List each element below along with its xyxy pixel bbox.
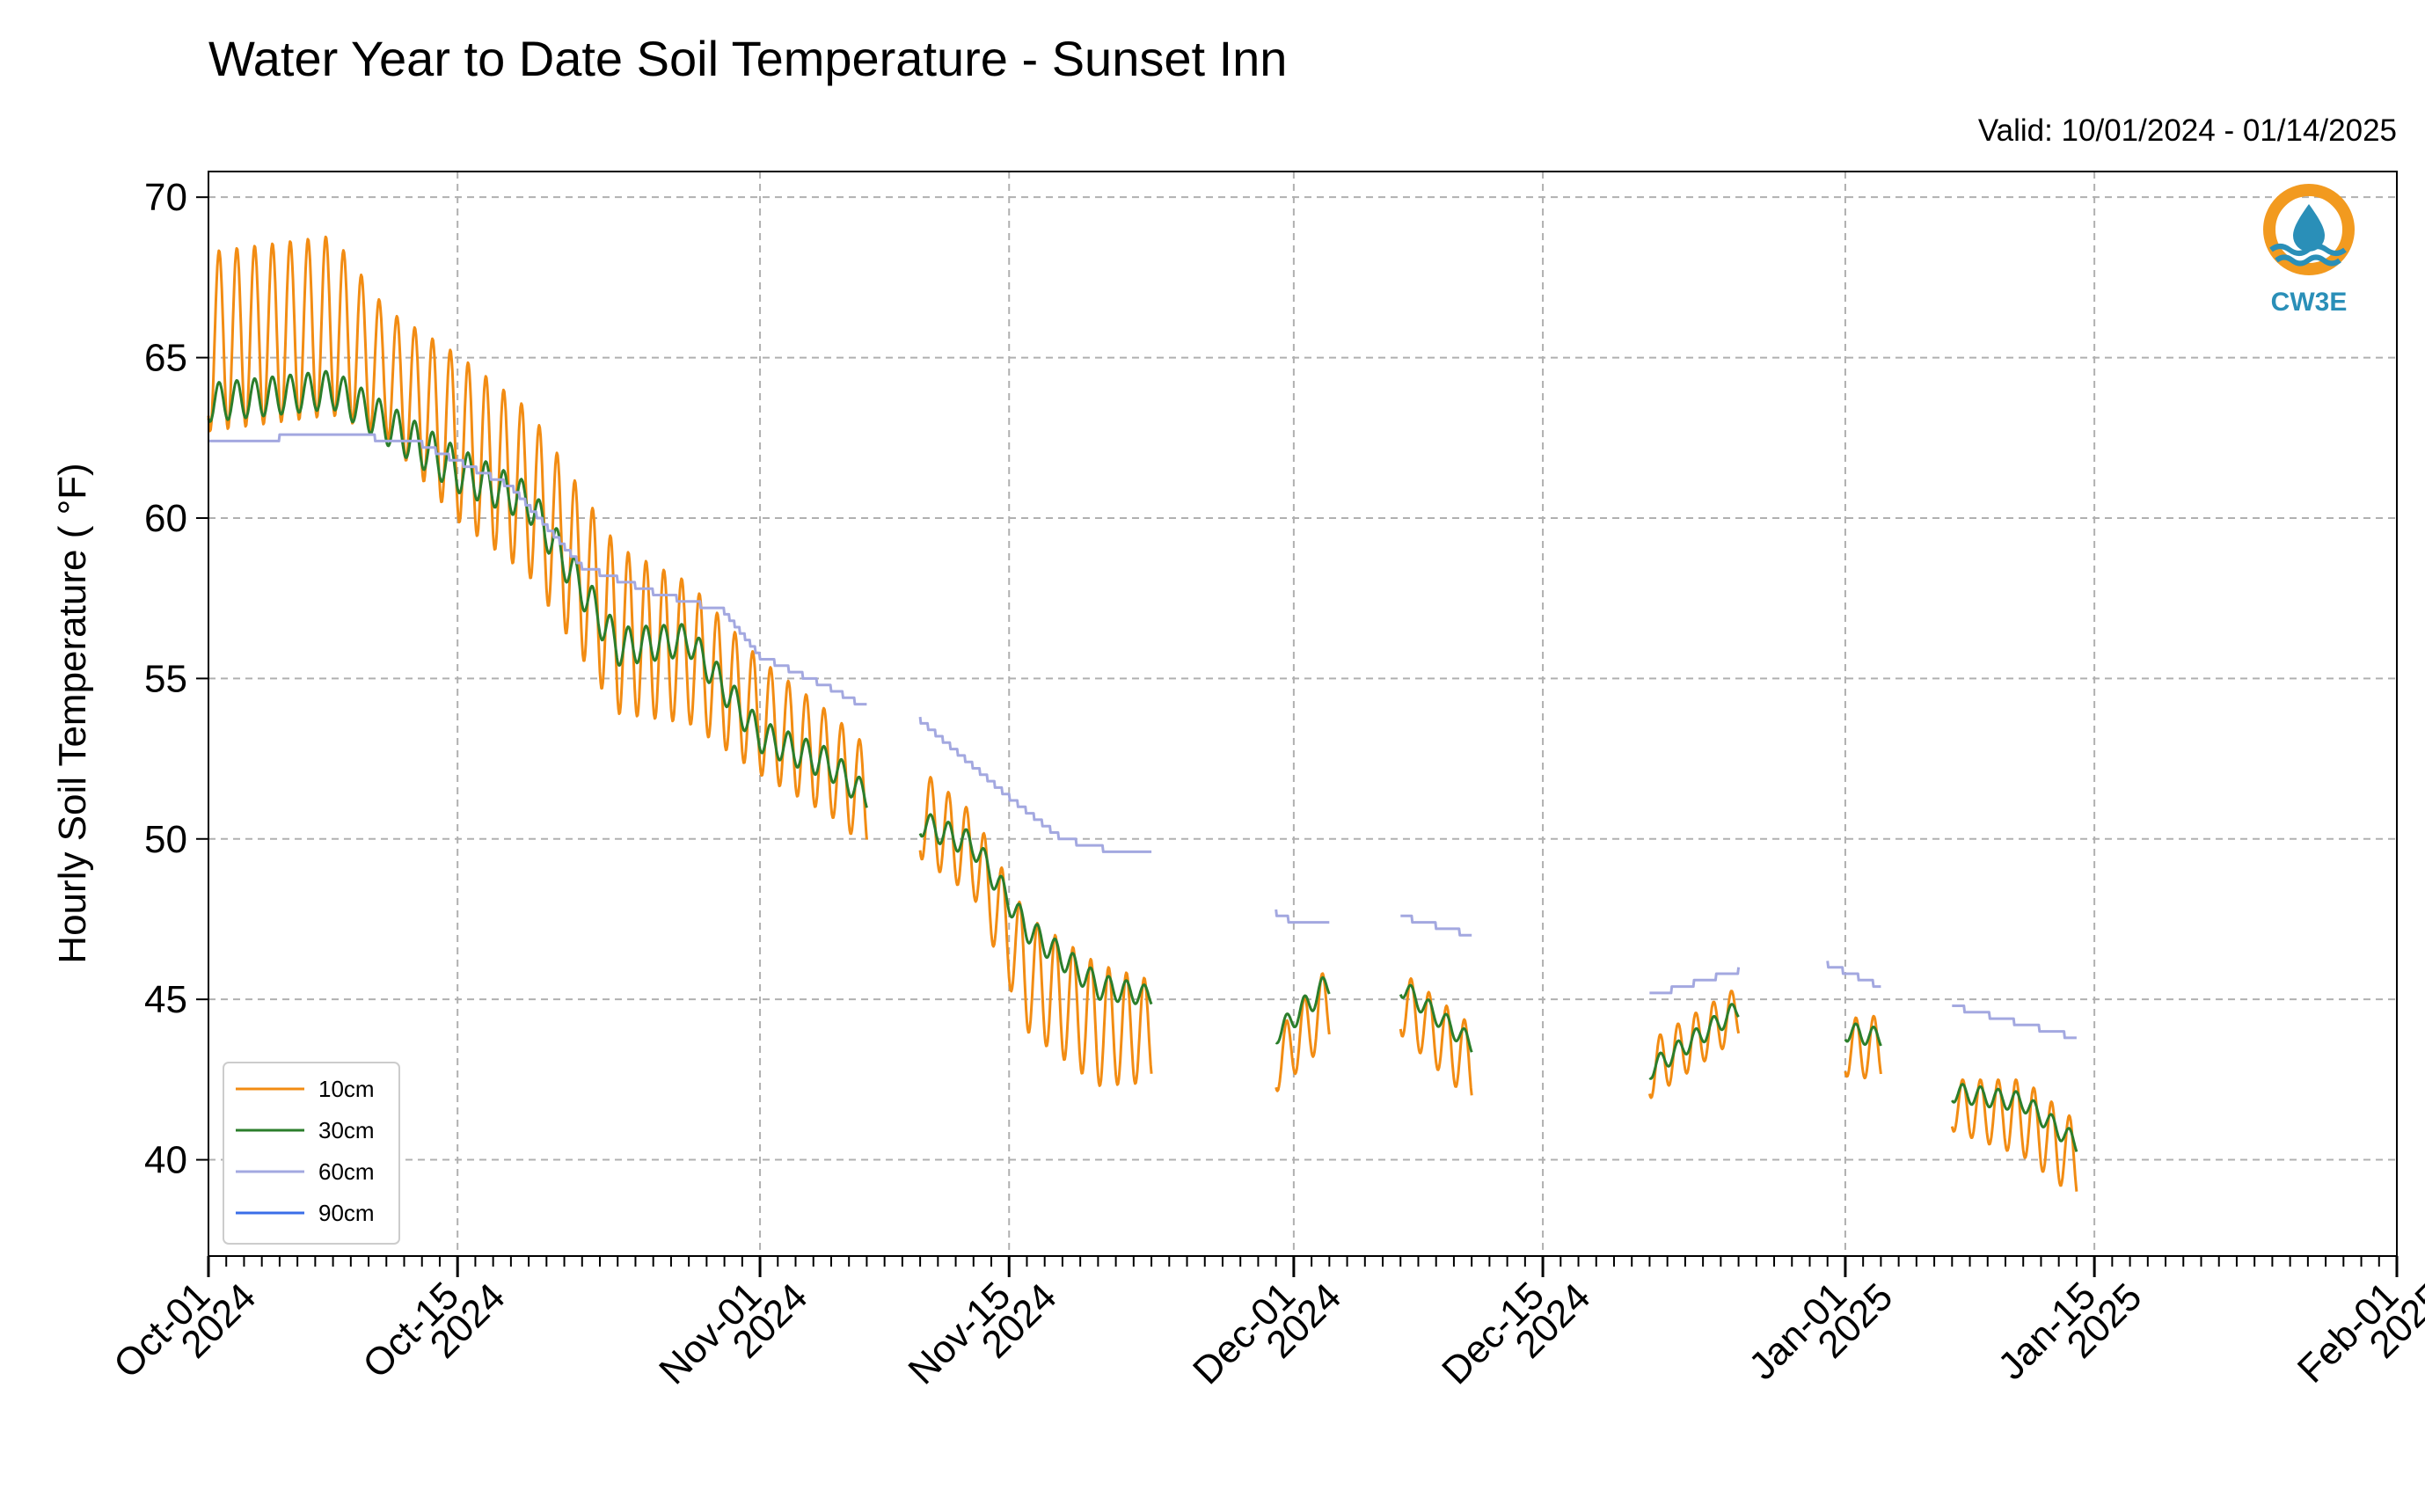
series-line-60cm [1648, 967, 1741, 995]
series-60cm [208, 433, 2078, 1040]
series-line-30cm [1399, 983, 1473, 1053]
y-tick-label: 70 [144, 176, 187, 219]
y-tick-label: 40 [144, 1139, 187, 1182]
chart-title: Water Year to Date Soil Temperature - Su… [208, 31, 1287, 86]
series-line-10cm [1844, 1014, 1882, 1080]
legend-box [223, 1062, 400, 1245]
series-10cm [207, 235, 2078, 1192]
y-tick-label: 65 [144, 337, 187, 380]
series-line-10cm [1399, 977, 1473, 1096]
plot-frame [208, 171, 2398, 1257]
legend-label-60cm: 60cm [318, 1158, 375, 1185]
series-line-30cm [1648, 1003, 1740, 1080]
water-drop-icon [2293, 204, 2325, 252]
y-tick-label: 60 [144, 497, 187, 540]
series-line-60cm [918, 716, 1152, 853]
series-line-10cm [207, 235, 868, 840]
y-tick-label: 50 [144, 818, 187, 861]
series-line-30cm [918, 813, 1153, 1005]
plot-area [207, 235, 2078, 1192]
series-line-30cm [1275, 975, 1331, 1045]
cw3e-logo: CW3E [2263, 184, 2355, 317]
series-line-10cm [1950, 1078, 2078, 1192]
legend-label-90cm: 90cm [318, 1200, 375, 1226]
grid-lines [208, 172, 2397, 1256]
series-line-60cm [1399, 914, 1472, 937]
series-line-10cm [1275, 972, 1331, 1092]
y-tick-label: 45 [144, 978, 187, 1021]
logo-ring-icon [2263, 184, 2355, 275]
series-line-10cm [918, 776, 1153, 1087]
series-line-60cm [1826, 961, 1882, 989]
wave-icon [2275, 254, 2341, 267]
series-line-30cm [1951, 1083, 2078, 1152]
legend-label-30cm: 30cm [318, 1117, 375, 1143]
series-line-60cm [1275, 909, 1330, 924]
wave-icon [2269, 244, 2347, 256]
series-line-10cm [1647, 990, 1741, 1099]
y-tick-label: 55 [144, 657, 187, 700]
valid-range-text: Valid: 10/01/2024 - 01/14/2025 [1978, 113, 2397, 148]
y-axis-label: Hourly Soil Temperature ( °F) [51, 463, 94, 963]
legend: 10cm 30cm 60cm 90cm [223, 1062, 400, 1245]
legend-label-10cm: 10cm [318, 1076, 375, 1102]
series-line-30cm [1844, 1022, 1882, 1047]
logo-text: CW3E [2271, 288, 2348, 317]
series-line-30cm [207, 369, 868, 808]
series-30cm [207, 369, 2078, 1152]
series-line-60cm [208, 433, 868, 706]
series-line-60cm [1951, 1004, 2078, 1040]
